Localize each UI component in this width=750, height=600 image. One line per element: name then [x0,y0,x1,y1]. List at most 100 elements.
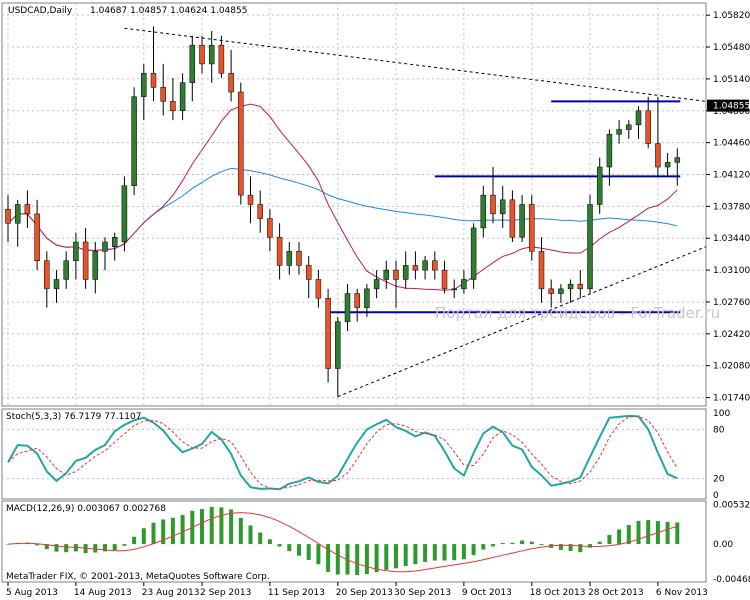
macd-histogram-bar[interactable] [44,544,49,550]
candle-body[interactable] [635,110,642,126]
candle-body[interactable] [24,204,31,215]
candle-body[interactable] [480,194,487,229]
candle-body[interactable] [247,194,254,205]
macd-histogram-bar[interactable] [326,544,331,572]
macd-histogram-bar[interactable] [238,517,243,545]
candle-body[interactable] [218,44,225,74]
macd-histogram-bar[interactable] [471,544,476,556]
stochastic-panel[interactable] [7,414,678,491]
candle-body[interactable] [131,96,137,187]
macd-histogram-bar[interactable] [675,522,680,545]
macd-histogram-bar[interactable] [229,509,234,545]
candle-body[interactable] [674,157,681,163]
macd-histogram-bar[interactable] [394,544,398,569]
macd-histogram-bar[interactable] [151,522,156,545]
candle-body[interactable] [73,241,79,261]
candle-body[interactable] [5,208,11,224]
candle-body[interactable] [490,194,496,215]
candle-body[interactable] [470,227,477,280]
macd-histogram-bar[interactable] [112,544,117,551]
candle-body[interactable] [189,44,196,83]
candle-body[interactable] [257,204,263,219]
macd-histogram-bar[interactable] [461,544,466,560]
macd-histogram-bar[interactable] [607,534,612,545]
macd-histogram-bar[interactable] [529,541,534,545]
macd-histogram-bar[interactable] [646,520,651,545]
macd-histogram-bar[interactable] [423,544,428,562]
macd-histogram-bar[interactable] [54,544,59,552]
macd-panel[interactable] [6,506,680,576]
macd-histogram-bar[interactable] [442,544,447,561]
candle-body[interactable] [208,44,215,65]
macd-histogram-bar[interactable] [500,543,505,545]
candle-body[interactable] [616,129,622,135]
candle-body[interactable] [664,162,671,168]
candle-body[interactable] [160,87,166,102]
macd-histogram-bar[interactable] [403,544,408,566]
candle-body[interactable] [34,213,40,261]
candle-body[interactable] [373,279,380,290]
candle-body[interactable] [199,44,205,65]
candle-body[interactable] [121,185,128,243]
macd-histogram-bar[interactable] [617,529,622,545]
macd-histogram-bar[interactable] [520,540,525,545]
macd-histogram-bar[interactable] [364,544,369,575]
candle-body[interactable] [14,204,21,224]
macd-histogram-bar[interactable] [588,544,592,548]
candle-body[interactable] [587,204,593,290]
macd-histogram-bar[interactable] [200,509,204,545]
macd-histogram-bar[interactable] [170,517,175,545]
macd-histogram-bar[interactable] [316,544,321,565]
candle-body[interactable] [626,124,632,130]
macd-histogram-bar[interactable] [93,544,98,553]
candle-body[interactable] [238,91,244,196]
candle-body[interactable] [558,288,564,294]
macd-histogram-bar[interactable] [578,544,583,553]
candle-body[interactable] [63,260,69,280]
macd-histogram-bar[interactable] [209,506,214,545]
macd-histogram-bar[interactable] [306,544,311,560]
candle-body[interactable] [383,269,390,280]
price-panel[interactable] [5,26,707,398]
candle-body[interactable] [393,269,399,280]
candle-body[interactable] [509,199,516,238]
candle-body[interactable] [441,269,448,290]
candle-body[interactable] [170,101,176,112]
candle-body[interactable] [519,204,525,238]
candle-body[interactable] [364,288,370,308]
macd-histogram-bar[interactable] [452,544,457,561]
macd-histogram-bar[interactable] [35,544,40,546]
macd-histogram-bar[interactable] [122,544,127,546]
macd-histogram-bar[interactable] [83,544,88,554]
macd-histogram-bar[interactable] [539,544,544,546]
candle-body[interactable] [305,265,312,280]
macd-histogram-bar[interactable] [335,544,340,575]
macd-histogram-bar[interactable] [64,544,69,553]
macd-histogram-bar[interactable] [665,521,670,545]
candle-body[interactable] [111,237,118,247]
candle-body[interactable] [276,237,283,266]
candle-body[interactable] [548,288,554,294]
candle-body[interactable] [286,251,293,266]
candle-body[interactable] [179,82,186,112]
candle-body[interactable] [141,73,147,97]
macd-histogram-bar[interactable] [248,525,253,545]
macd-histogram-bar[interactable] [558,544,563,550]
candle-body[interactable] [567,283,574,290]
candle-body[interactable] [325,297,331,369]
candle-body[interactable] [412,265,419,271]
candle-body[interactable] [596,166,603,205]
macd-histogram-bar[interactable] [384,544,389,570]
candle-body[interactable] [315,279,322,299]
candle-body[interactable] [82,241,89,280]
macd-histogram-bar[interactable] [636,520,641,545]
macd-histogram-bar[interactable] [277,544,282,547]
macd-histogram-bar[interactable] [374,544,379,573]
candle-body[interactable] [422,260,428,271]
candle-body[interactable] [577,283,584,290]
macd-histogram-bar[interactable] [258,532,263,545]
candle-body[interactable] [606,133,613,168]
candle-body[interactable] [402,265,409,280]
candle-body[interactable] [645,110,651,144]
